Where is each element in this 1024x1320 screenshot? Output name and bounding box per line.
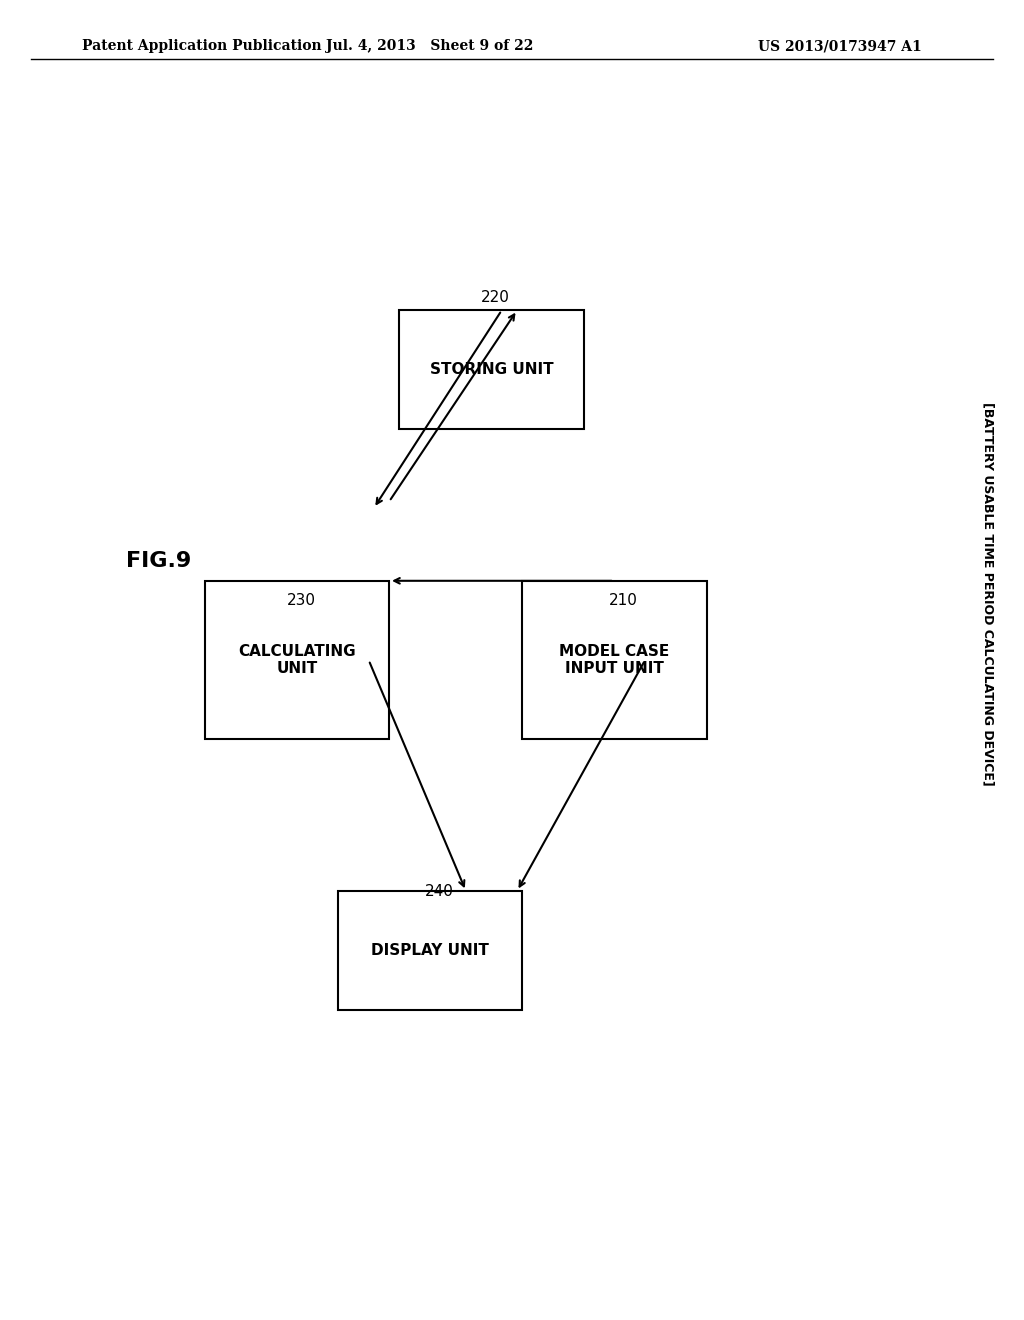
Text: DISPLAY UNIT: DISPLAY UNIT <box>371 942 489 958</box>
FancyBboxPatch shape <box>205 581 389 739</box>
Text: [BATTERY USABLE TIME PERIOD CALCULATING DEVICE]: [BATTERY USABLE TIME PERIOD CALCULATING … <box>982 403 994 785</box>
Text: US 2013/0173947 A1: US 2013/0173947 A1 <box>758 40 922 53</box>
Text: 220: 220 <box>481 289 510 305</box>
FancyBboxPatch shape <box>522 581 707 739</box>
Text: 230: 230 <box>287 593 315 609</box>
Text: FIG.9: FIG.9 <box>126 550 191 572</box>
FancyBboxPatch shape <box>338 891 522 1010</box>
Text: Jul. 4, 2013   Sheet 9 of 22: Jul. 4, 2013 Sheet 9 of 22 <box>327 40 534 53</box>
Text: 240: 240 <box>425 883 454 899</box>
FancyBboxPatch shape <box>399 310 584 429</box>
Text: STORING UNIT: STORING UNIT <box>430 362 553 378</box>
Text: CALCULATING
UNIT: CALCULATING UNIT <box>239 644 355 676</box>
Text: 210: 210 <box>609 593 638 609</box>
Text: Patent Application Publication: Patent Application Publication <box>82 40 322 53</box>
Text: MODEL CASE
INPUT UNIT: MODEL CASE INPUT UNIT <box>559 644 670 676</box>
